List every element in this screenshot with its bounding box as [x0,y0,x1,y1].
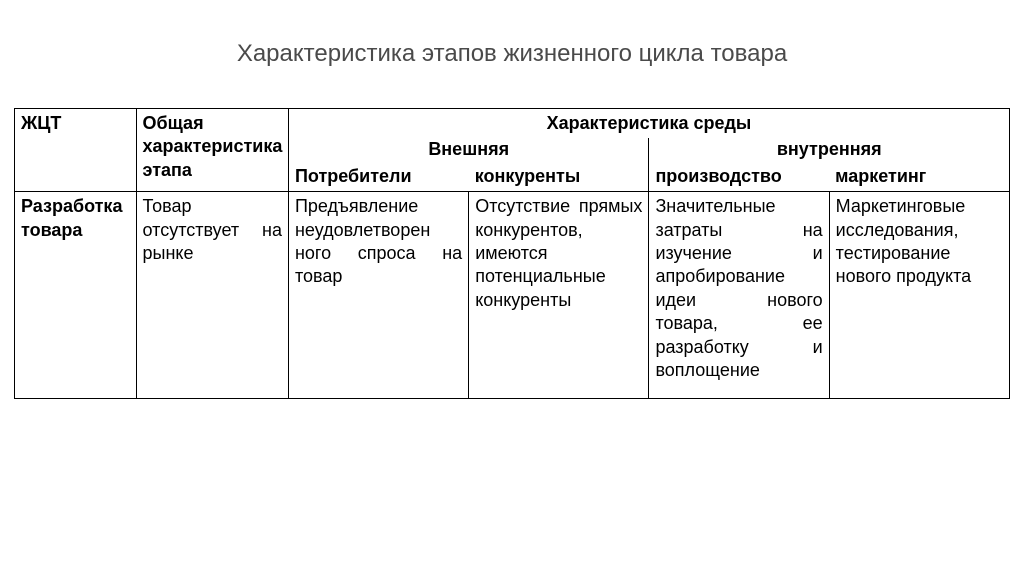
cell-competitors: Отсутствие прямых конкурентов, имеются п… [469,192,649,399]
cell-stage-l1: Разработка [21,196,122,216]
header-general-l3: этапа [143,160,192,180]
header-production: производство [649,165,829,192]
header-general-l2: характеристика [143,136,283,156]
cell-consumers: Предъявление неудовлетворен ного спроса … [288,192,468,399]
cell-general: Товар отсутствует на рынке [136,192,288,399]
cell-stage-l2: товара [21,220,82,240]
header-external: Внешняя [288,138,648,164]
cell-stage: Разработка товара [15,192,137,399]
cell-marketing: Маркетинговые исследования, тестирование… [829,192,1009,399]
header-internal: внутренняя [649,138,1010,164]
header-competitors: конкуренты [469,165,649,192]
page-container: Характеристика этапов жизненного цикла т… [0,0,1024,419]
header-consumers: Потребители [288,165,468,192]
table-row: Разработка товара Товар отсутствует на р… [15,192,1010,399]
header-stage: ЖЦТ [15,109,137,192]
header-env: Характеристика среды [288,109,1009,139]
cell-production: Значительные затраты на изучение и апроб… [649,192,829,399]
page-title: Характеристика этапов жизненного цикла т… [14,40,1010,68]
lifecycle-table: ЖЦТ Общая характеристика этапа Характери… [14,108,1010,399]
header-general-l1: Общая [143,113,204,133]
header-marketing: маркетинг [829,165,1009,192]
table-header-row: ЖЦТ Общая характеристика этапа Характери… [15,109,1010,139]
header-general: Общая характеристика этапа [136,109,288,192]
